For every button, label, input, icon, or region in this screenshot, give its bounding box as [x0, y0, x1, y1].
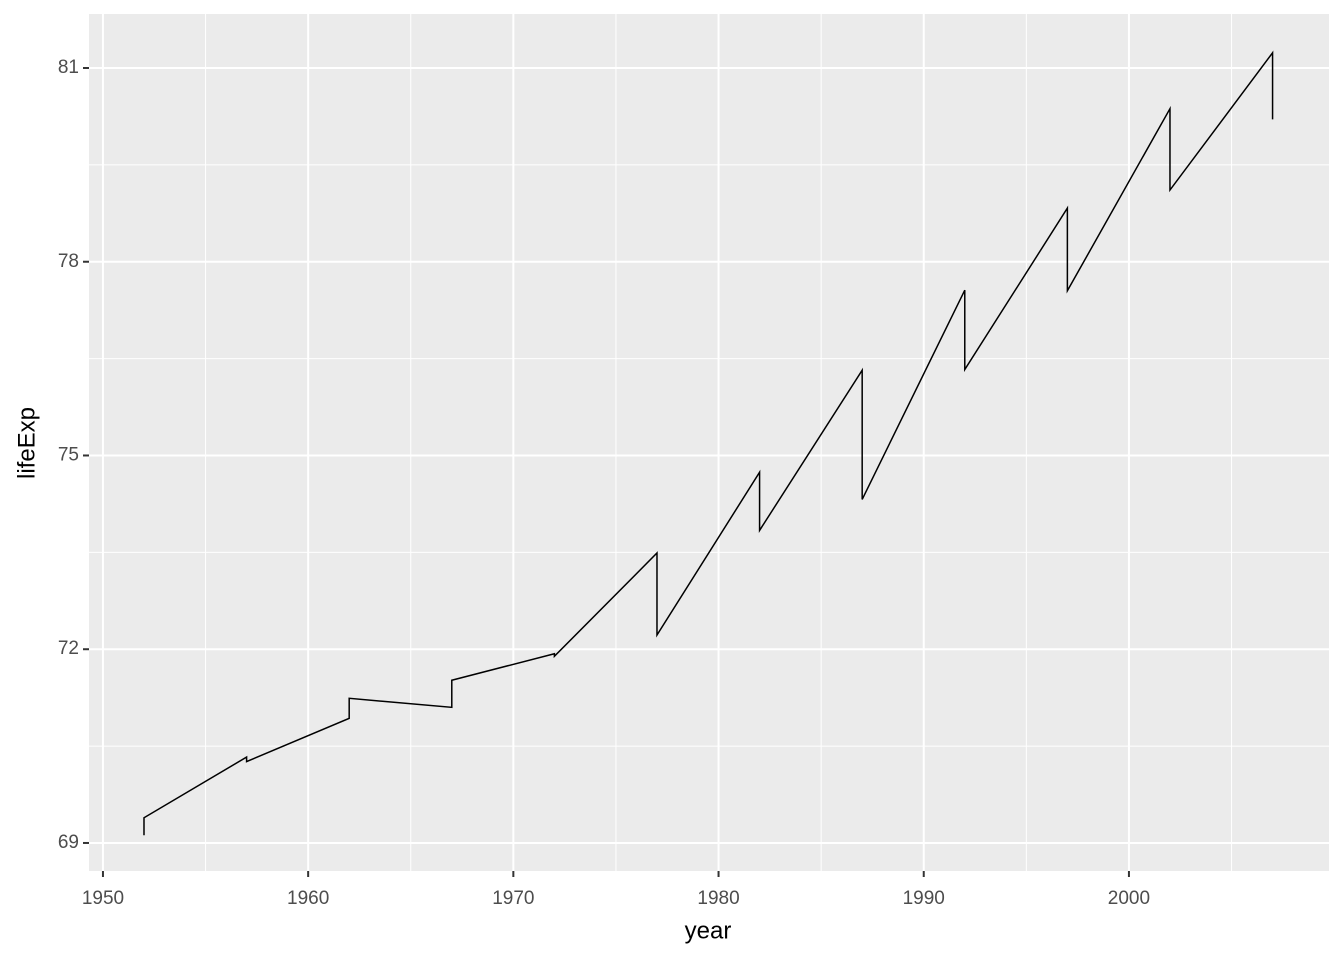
- y-tick-label: 72: [58, 638, 79, 659]
- panel: [89, 14, 1329, 871]
- y-tick-label: 69: [58, 832, 79, 853]
- y-tick-label: 81: [58, 57, 79, 78]
- x-tick-label: 2000: [1108, 888, 1150, 909]
- y-tick-label: 78: [58, 251, 79, 272]
- y-axis-title: lifeExp: [13, 407, 40, 479]
- x-tick-label: 1970: [492, 888, 534, 909]
- x-tick-label: 1960: [287, 888, 329, 909]
- y-tick-label: 75: [58, 444, 79, 465]
- x-tick-label: 1950: [82, 888, 124, 909]
- x-tick-label: 1990: [903, 888, 945, 909]
- x-axis-title: year: [685, 917, 732, 944]
- line: [143, 50, 1274, 836]
- x-tick-label: 1980: [697, 888, 739, 909]
